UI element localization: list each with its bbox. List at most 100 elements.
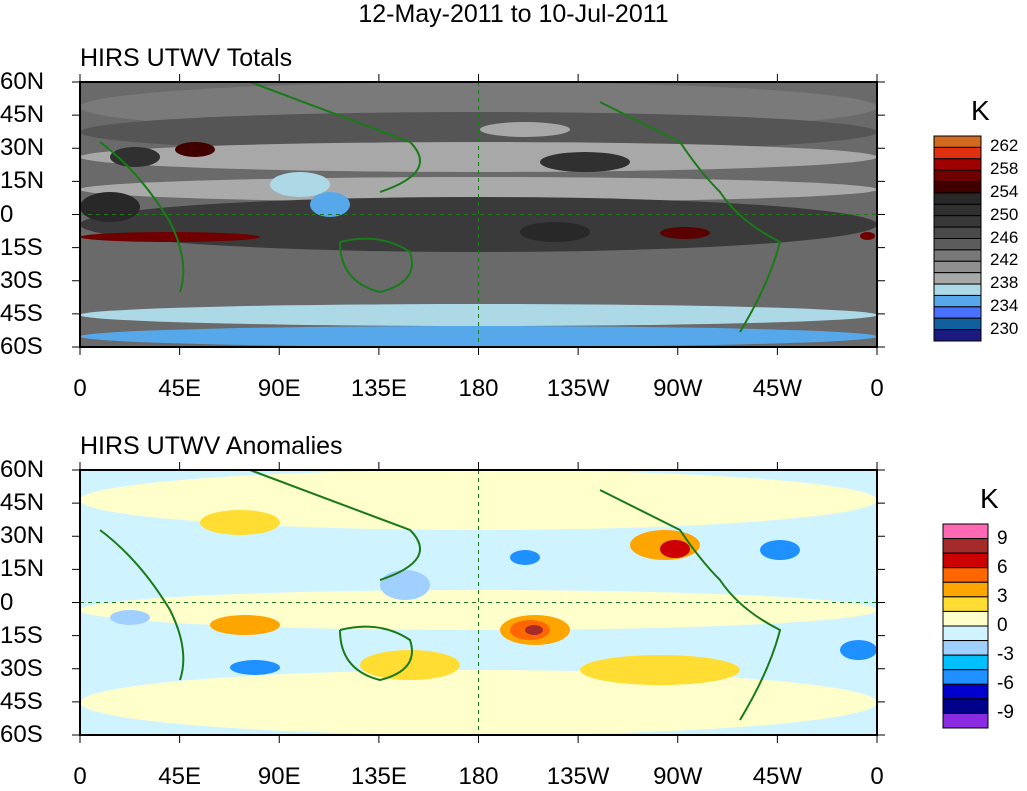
contour-region [110, 610, 150, 625]
coastline [599, 101, 782, 333]
colorbar-box [933, 135, 982, 148]
y-tick-label: 60N [0, 68, 45, 95]
colorbar-box [942, 567, 989, 583]
colorbar-box [942, 683, 989, 700]
colorbar-box [942, 552, 989, 569]
colorbar-box [942, 581, 989, 598]
x-tick-label: 135W [546, 763, 610, 790]
coastline [599, 489, 782, 721]
y-tick-label: 45S [0, 687, 43, 715]
colorbar-label: 262 [990, 136, 1019, 156]
contour-region [230, 660, 280, 675]
colorbar-label: 254 [990, 181, 1019, 201]
contour-region [860, 232, 875, 240]
y-tick-label: 15S [0, 621, 43, 649]
coastline [249, 470, 421, 581]
coastline [99, 141, 185, 293]
colorbar-label: 258 [990, 159, 1019, 179]
x-tick-label: 180 [458, 375, 499, 402]
colorbar-box [933, 317, 982, 331]
x-tick-label: 45E [158, 375, 201, 402]
colorbar-label: 3 [997, 585, 1008, 607]
coastline [99, 529, 185, 681]
colorbar-box [933, 238, 982, 251]
y-tick-label: 15N [0, 555, 45, 583]
contour-region [840, 640, 877, 660]
colorbar-unit: K [980, 483, 999, 514]
y-tick-label: 15N [0, 167, 45, 195]
coastline [339, 625, 413, 682]
panel-title: HIRS UTWV Totals [80, 44, 293, 72]
colorbar-label: 230 [990, 318, 1019, 338]
colorbar-box [933, 249, 982, 262]
colorbar-unit: K [971, 95, 990, 126]
x-tick-label: 0 [870, 763, 884, 790]
colorbar-box [942, 610, 989, 627]
colorbar-box [933, 329, 982, 342]
colorbar-box [933, 260, 982, 274]
colorbar-box [933, 226, 982, 240]
contour-region [310, 192, 350, 217]
colorbar-box [942, 654, 989, 671]
y-tick-label: 45N [0, 489, 45, 517]
x-tick-label: 0 [870, 375, 884, 402]
colorbar-label: -3 [997, 644, 1014, 666]
contour-region [80, 232, 260, 242]
colorbar-label: 242 [990, 250, 1019, 270]
x-tick-label: 180 [458, 763, 499, 790]
contour-region [200, 510, 280, 535]
colorbar-box [933, 272, 982, 285]
x-tick-label: 90E [257, 375, 301, 402]
colorbar-box [942, 625, 989, 642]
colorbar-box [933, 294, 982, 308]
colorbar-box [942, 712, 989, 729]
contour-region [660, 227, 710, 239]
y-tick-label: 60S [0, 721, 43, 748]
contour-region [580, 655, 740, 685]
colorbar-label: 9 [997, 527, 1008, 549]
colorbar-box [933, 181, 982, 194]
colorbar-box [933, 146, 982, 160]
colorbar-box [942, 523, 989, 540]
x-tick-label: 45W [752, 375, 803, 402]
contour-region [270, 172, 330, 197]
y-tick-label: 60S [0, 333, 43, 360]
colorbar-box [933, 169, 982, 183]
x-tick-label: 0 [73, 763, 87, 790]
x-tick-label: 90E [257, 763, 301, 790]
colorbar-box [942, 640, 989, 656]
panel-title: HIRS UTWV Anomalies [80, 432, 343, 460]
colorbar-box [933, 158, 982, 171]
x-tick-label: 45E [158, 763, 201, 790]
colorbar-box [942, 538, 989, 554]
contour-region [175, 142, 215, 157]
figure-title: 12-May-2011 to 10-Jul-2011 [358, 0, 669, 28]
colorbar-label: 250 [990, 204, 1019, 224]
contour-region [510, 550, 540, 565]
map-plot [72, 462, 885, 743]
contour-region [80, 192, 140, 222]
colorbar-box [942, 698, 989, 714]
colorbar-label: 0 [997, 615, 1008, 636]
y-tick-label: 45N [0, 101, 45, 129]
contour-region [80, 326, 877, 347]
contour-region [525, 625, 543, 635]
colorbar-label: 6 [997, 556, 1008, 578]
y-tick-label: 30S [0, 266, 43, 294]
colorbar-label: 234 [990, 295, 1019, 315]
colorbar-label: 246 [990, 227, 1019, 247]
x-tick-label: 45W [752, 763, 803, 790]
contour-region [480, 122, 570, 137]
colorbar-label: -9 [997, 702, 1014, 724]
contour-region [80, 470, 877, 530]
y-tick-label: 0 [0, 588, 14, 616]
y-tick-label: 30N [0, 134, 45, 162]
contour-region [360, 650, 460, 680]
map-plot [72, 74, 885, 355]
colorbar-box [933, 215, 982, 228]
colorbar-box [933, 306, 982, 319]
contour-region [210, 615, 280, 635]
y-tick-label: 60N [0, 456, 45, 483]
contour-region [660, 540, 690, 558]
y-tick-label: 30S [0, 654, 43, 682]
